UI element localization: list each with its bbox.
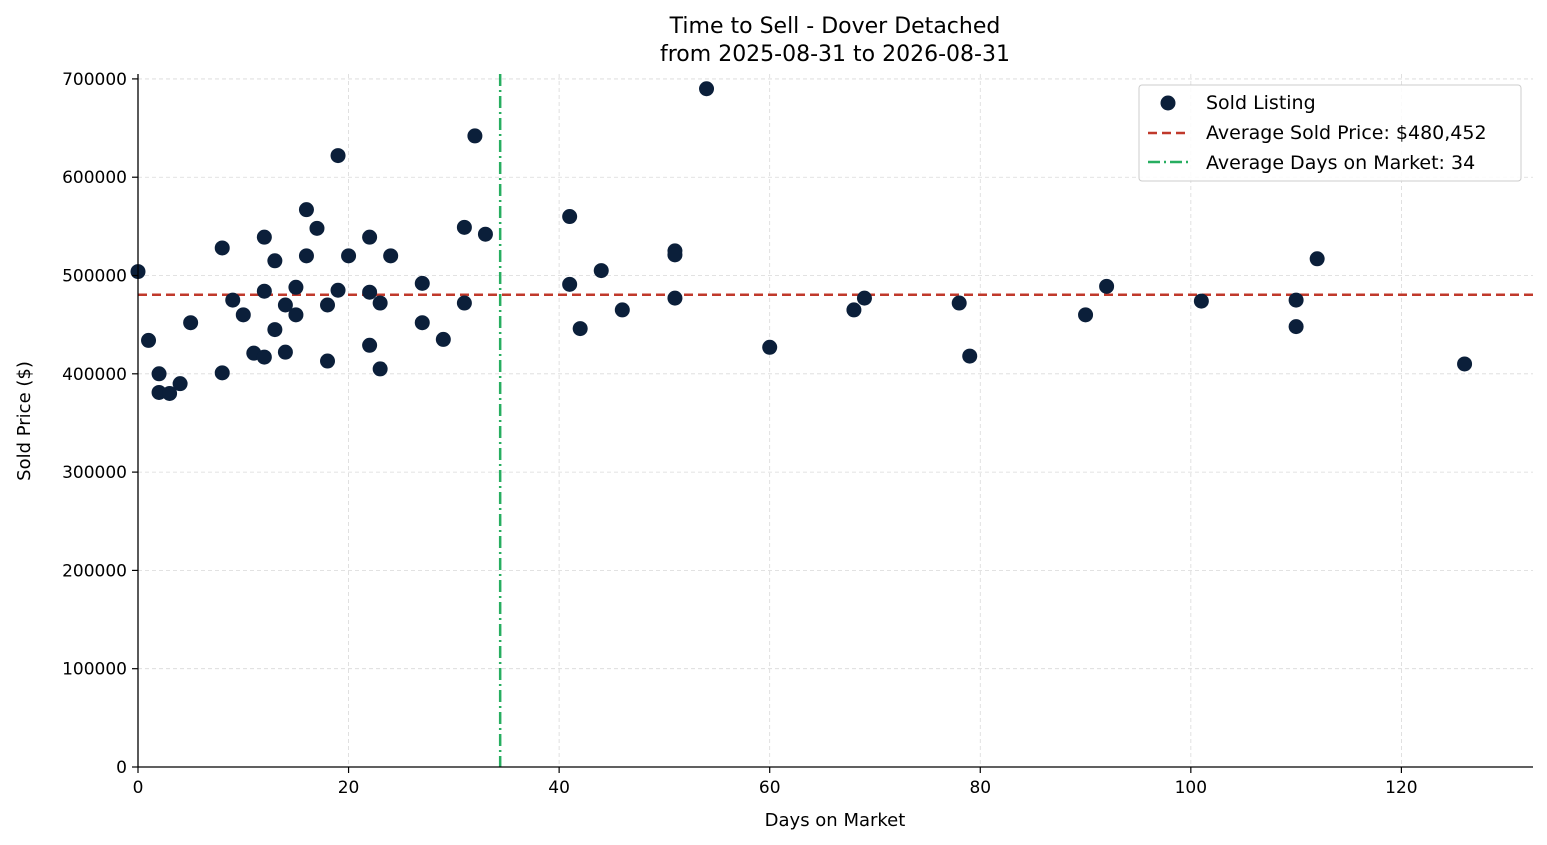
y-axis-label: Sold Price ($) xyxy=(14,361,35,481)
legend-label-average-days: Average Days on Market: 34 xyxy=(1206,152,1475,174)
data-point xyxy=(162,385,178,401)
data-point xyxy=(372,295,388,311)
x-tick-label: 120 xyxy=(1385,778,1417,798)
y-tick-label: 300000 xyxy=(62,463,127,483)
data-point xyxy=(225,292,241,308)
data-point xyxy=(277,297,293,313)
y-tick-label: 100000 xyxy=(62,660,127,680)
data-point xyxy=(467,128,483,144)
data-point xyxy=(256,283,272,299)
data-point xyxy=(667,290,683,306)
legend: Sold Listing Average Sold Price: $480,45… xyxy=(1138,84,1522,182)
data-point xyxy=(614,302,630,318)
y-tick-label: 400000 xyxy=(62,365,127,385)
data-point xyxy=(1193,293,1209,309)
data-point xyxy=(846,302,862,318)
legend-marker-sold-listing xyxy=(1160,95,1176,111)
axes xyxy=(132,74,1533,773)
y-tick-label: 500000 xyxy=(62,267,127,287)
data-point xyxy=(141,332,157,348)
x-tick-label: 80 xyxy=(969,778,991,798)
x-axis-label: Days on Market xyxy=(765,810,906,831)
x-tick-label: 0 xyxy=(133,778,144,798)
data-point xyxy=(288,307,304,323)
data-point xyxy=(1457,356,1473,372)
data-point xyxy=(277,344,293,360)
data-point xyxy=(572,321,588,337)
data-point xyxy=(267,253,283,269)
y-tick-label: 700000 xyxy=(62,70,127,90)
data-point xyxy=(214,240,230,256)
data-point xyxy=(562,209,578,225)
data-point xyxy=(435,331,451,347)
legend-label-average-price: Average Sold Price: $480,452 xyxy=(1206,122,1487,144)
data-point xyxy=(330,148,346,164)
data-point xyxy=(372,361,388,377)
data-point xyxy=(267,322,283,338)
y-tick-label: 0 xyxy=(116,758,127,778)
data-point xyxy=(667,247,683,263)
data-point xyxy=(256,229,272,245)
data-point xyxy=(456,219,472,235)
chart-title: Time to Sell - Dover Detached xyxy=(669,14,1001,39)
x-tick-label: 100 xyxy=(1175,778,1207,798)
data-point xyxy=(362,284,378,300)
data-point xyxy=(414,315,430,331)
data-point xyxy=(256,349,272,365)
x-tick-label: 20 xyxy=(338,778,360,798)
data-point xyxy=(1309,251,1325,267)
legend-box xyxy=(1138,84,1522,182)
y-tick-label: 200000 xyxy=(62,561,127,581)
data-point xyxy=(951,295,967,311)
data-point xyxy=(1078,307,1094,323)
y-tick-label: 600000 xyxy=(62,168,127,188)
data-point xyxy=(362,229,378,245)
data-point xyxy=(699,81,715,97)
data-point xyxy=(288,279,304,295)
data-point xyxy=(962,348,978,364)
data-point xyxy=(172,376,188,392)
data-point xyxy=(151,366,167,382)
legend-label-sold-listing: Sold Listing xyxy=(1206,92,1316,114)
x-tick-label: 40 xyxy=(548,778,570,798)
data-point xyxy=(562,276,578,292)
chart-subtitle: from 2025-08-31 to 2026-08-31 xyxy=(660,42,1010,67)
data-point xyxy=(298,248,314,264)
data-point xyxy=(1288,292,1304,308)
data-point xyxy=(477,226,493,242)
data-point xyxy=(856,290,872,306)
data-point xyxy=(362,337,378,353)
data-point xyxy=(320,297,336,313)
x-tick-label: 60 xyxy=(759,778,781,798)
data-point xyxy=(762,339,778,355)
data-point xyxy=(235,307,251,323)
data-point xyxy=(593,263,609,279)
data-point xyxy=(456,295,472,311)
data-point xyxy=(330,282,346,298)
data-point xyxy=(341,248,357,264)
data-point xyxy=(1099,278,1115,294)
data-point xyxy=(183,315,199,331)
data-point xyxy=(1288,319,1304,335)
data-point xyxy=(414,275,430,291)
data-point xyxy=(298,202,314,218)
tick-labels: 0 20 40 60 80 100 120 0 100000 200000 300000 400000… xyxy=(62,70,1418,798)
data-point xyxy=(320,353,336,369)
data-point xyxy=(214,365,230,381)
data-point xyxy=(309,220,325,236)
data-point xyxy=(383,248,399,264)
